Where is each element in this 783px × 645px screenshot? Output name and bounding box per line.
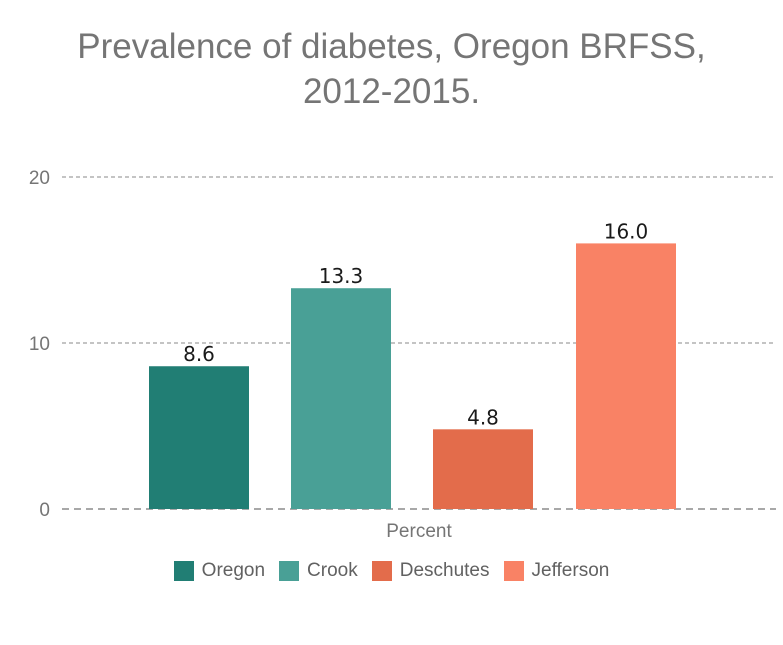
legend-label-jefferson: Jefferson xyxy=(531,560,610,581)
chart-title-line-1: Prevalence of diabetes, Oregon BRFSS, xyxy=(77,27,706,66)
x-axis-label: Percent xyxy=(386,521,452,542)
chart-title: Prevalence of diabetes, Oregon BRFSS, 20… xyxy=(0,24,783,114)
legend-swatch-oregon xyxy=(173,561,194,581)
chart-title-line-2: 2012-2015. xyxy=(302,72,481,111)
data-label-deschutes: 4.8 xyxy=(467,405,499,429)
y-tick-label-20: 20 xyxy=(29,168,50,189)
legend-item-oregon[interactable]: Oregon xyxy=(173,560,266,582)
y-tick-label-10: 10 xyxy=(29,334,50,355)
legend-label-crook: Crook xyxy=(307,560,358,581)
legend-label-oregon: Oregon xyxy=(201,560,266,581)
legend-item-deschutes[interactable]: Deschutes xyxy=(371,560,490,582)
legend-item-jefferson[interactable]: Jefferson xyxy=(503,560,610,582)
legend: Oregon Crook Deschutes Jefferson xyxy=(0,560,783,582)
data-label-crook: 13.3 xyxy=(319,264,364,288)
legend-item-crook[interactable]: Crook xyxy=(279,560,358,582)
bar-jefferson[interactable] xyxy=(576,243,676,509)
legend-swatch-crook xyxy=(279,561,300,581)
legend-swatch-deschutes xyxy=(371,561,392,581)
bar-oregon[interactable] xyxy=(149,366,249,509)
legend-swatch-jefferson xyxy=(503,561,524,581)
bar-crook[interactable] xyxy=(291,288,391,509)
bar-deschutes[interactable] xyxy=(433,429,533,509)
data-label-oregon: 8.6 xyxy=(183,342,215,366)
legend-label-deschutes: Deschutes xyxy=(399,560,490,581)
y-tick-label-0: 0 xyxy=(39,500,50,521)
data-label-jefferson: 16.0 xyxy=(604,219,649,243)
